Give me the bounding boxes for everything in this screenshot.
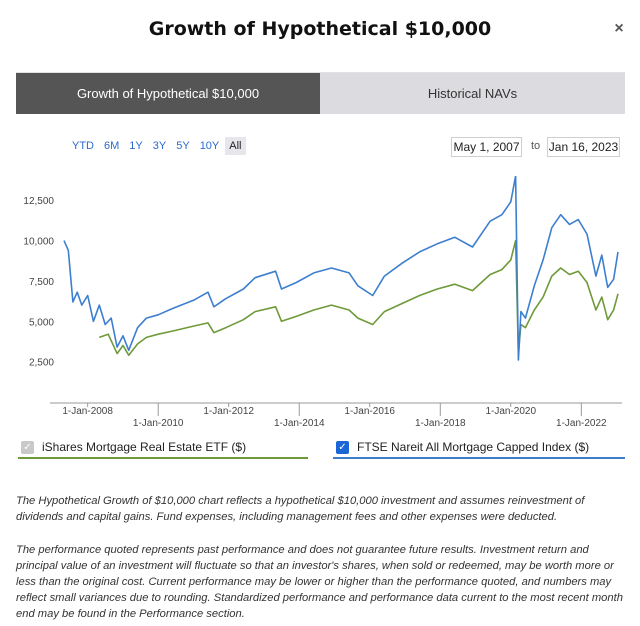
- y-tick-label: 12,500: [23, 196, 54, 207]
- date-range-separator: to: [531, 140, 541, 152]
- tabs-divider: [16, 72, 625, 73]
- x-tick-label: 1-Jan-2016: [344, 406, 395, 417]
- y-tick-label: 2,500: [29, 358, 54, 369]
- range-all-button[interactable]: All: [225, 137, 246, 155]
- range-1y-button[interactable]: 1Y: [129, 140, 143, 152]
- range-3y-button[interactable]: 3Y: [152, 140, 167, 152]
- x-tick-label: 1-Jan-2012: [203, 406, 254, 417]
- range-selector: YTD 6M 1Y 3Y 5Y 10Y All: [68, 137, 248, 155]
- x-tick-label: 1-Jan-2018: [415, 418, 466, 426]
- past-performance-note: The performance quoted represents past p…: [16, 544, 623, 620]
- legend-checkbox-ftse-index[interactable]: ✓: [336, 440, 349, 454]
- y-tick-label: 7,500: [29, 277, 54, 288]
- y-tick-label: 5,000: [29, 317, 54, 328]
- close-button[interactable]: ×: [614, 20, 624, 37]
- range-ytd-button[interactable]: YTD: [72, 140, 94, 152]
- legend-label-ftse-index: FTSE Nareit All Mortgage Capped Index ($…: [357, 440, 590, 454]
- hypothetical-growth-note: The Hypothetical Growth of $10,000 chart…: [16, 495, 585, 523]
- tab-bar: Growth of Hypothetical $10,000 Historica…: [16, 73, 625, 114]
- start-date-input[interactable]: May 1, 2007: [451, 137, 522, 157]
- modal-title: Growth of Hypothetical $10,000: [148, 18, 492, 40]
- legend-item-ishares-etf[interactable]: ✓ iShares Mortgage Real Estate ETF ($): [18, 437, 308, 459]
- disclosure-notes: The Hypothetical Growth of $10,000 chart…: [16, 493, 626, 626]
- x-tick-label: 1-Jan-2014: [274, 418, 325, 426]
- x-tick-label: 1-Jan-2020: [485, 406, 536, 417]
- legend-item-ftse-index[interactable]: ✓ FTSE Nareit All Mortgage Capped Index …: [333, 437, 625, 459]
- tab-historical-navs[interactable]: Historical NAVs: [320, 73, 625, 114]
- range-6m-button[interactable]: 6M: [104, 140, 120, 152]
- end-date-input[interactable]: Jan 16, 2023: [547, 137, 620, 157]
- range-10y-button[interactable]: 10Y: [199, 140, 220, 152]
- series-line-ishares-etf: [99, 239, 619, 356]
- legend-label-ishares-etf: iShares Mortgage Real Estate ETF ($): [42, 440, 247, 454]
- x-tick-label: 1-Jan-2022: [556, 418, 607, 426]
- growth-line-chart: 2,500 5,000 7,500 10,000 12,500 1-Jan-2008 1-J…: [23, 176, 622, 426]
- tab-growth-of-10000[interactable]: Growth of Hypothetical $10,000: [16, 73, 320, 114]
- range-5y-button[interactable]: 5Y: [176, 140, 190, 152]
- legend-checkbox-ishares-etf[interactable]: ✓: [21, 440, 34, 454]
- y-tick-label: 10,000: [23, 237, 54, 248]
- x-tick-label: 1-Jan-2010: [133, 418, 184, 426]
- series-line-ftse-index: [63, 176, 619, 361]
- x-tick-label: 1-Jan-2008: [62, 406, 113, 417]
